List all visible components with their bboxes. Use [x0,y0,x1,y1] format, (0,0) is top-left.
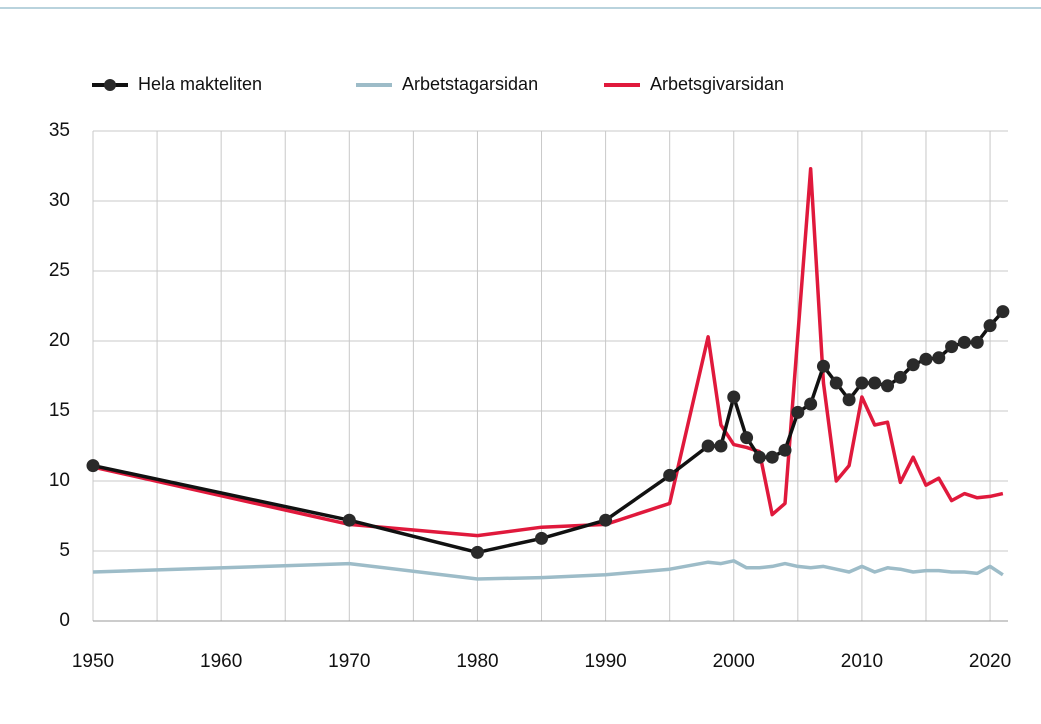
data-point [996,305,1010,319]
x-tick-label: 1970 [328,651,370,672]
y-tick-label: 10 [49,470,70,491]
data-point [919,352,933,366]
series-line [92,559,1004,581]
data-point [470,545,484,559]
y-tick-label: 0 [59,610,70,631]
data-point [714,439,728,453]
data-point [342,513,356,527]
x-tick-label: 2000 [713,651,755,672]
y-tick-label: 30 [49,190,70,211]
data-point [778,443,792,457]
y-tick-label: 20 [49,330,70,351]
legend-marker [104,79,116,91]
data-point [881,379,895,393]
legend-label: Arbetsgivarsidan [650,74,784,94]
data-point [957,335,971,349]
x-tick-label: 2010 [841,651,883,672]
y-tick-label: 15 [49,400,70,421]
data-point [932,351,946,365]
y-tick-label: 5 [59,540,70,561]
data-point [855,376,869,390]
legend-label: Hela makteliten [138,74,262,94]
x-tick-label: 1990 [584,651,626,672]
series-line [92,167,1004,538]
data-point [842,393,856,407]
data-point [983,319,997,333]
data-point [906,358,920,372]
data-point [727,390,741,404]
data-point [791,405,805,419]
x-tick-label: 1960 [200,651,242,672]
data-point [804,397,818,411]
data-point [970,335,984,349]
data-point [86,459,100,473]
legend-label: Arbetstagarsidan [402,74,538,94]
data-point [765,450,779,464]
y-tick-label: 25 [49,260,70,281]
data-point [893,370,907,384]
data-point [599,513,613,527]
x-tick-label: 2020 [969,651,1011,672]
data-point [663,468,677,482]
data-point [740,431,754,445]
series-line [92,310,1005,555]
data-point [816,359,830,373]
data-point [701,439,715,453]
y-tick-label: 35 [49,120,70,141]
data-point [868,376,882,390]
x-tick-label: 1980 [456,651,498,672]
data-point [829,376,843,390]
data-point [945,340,959,354]
x-tick-label: 1950 [72,651,114,672]
data-point [535,531,549,545]
data-point [752,450,766,464]
